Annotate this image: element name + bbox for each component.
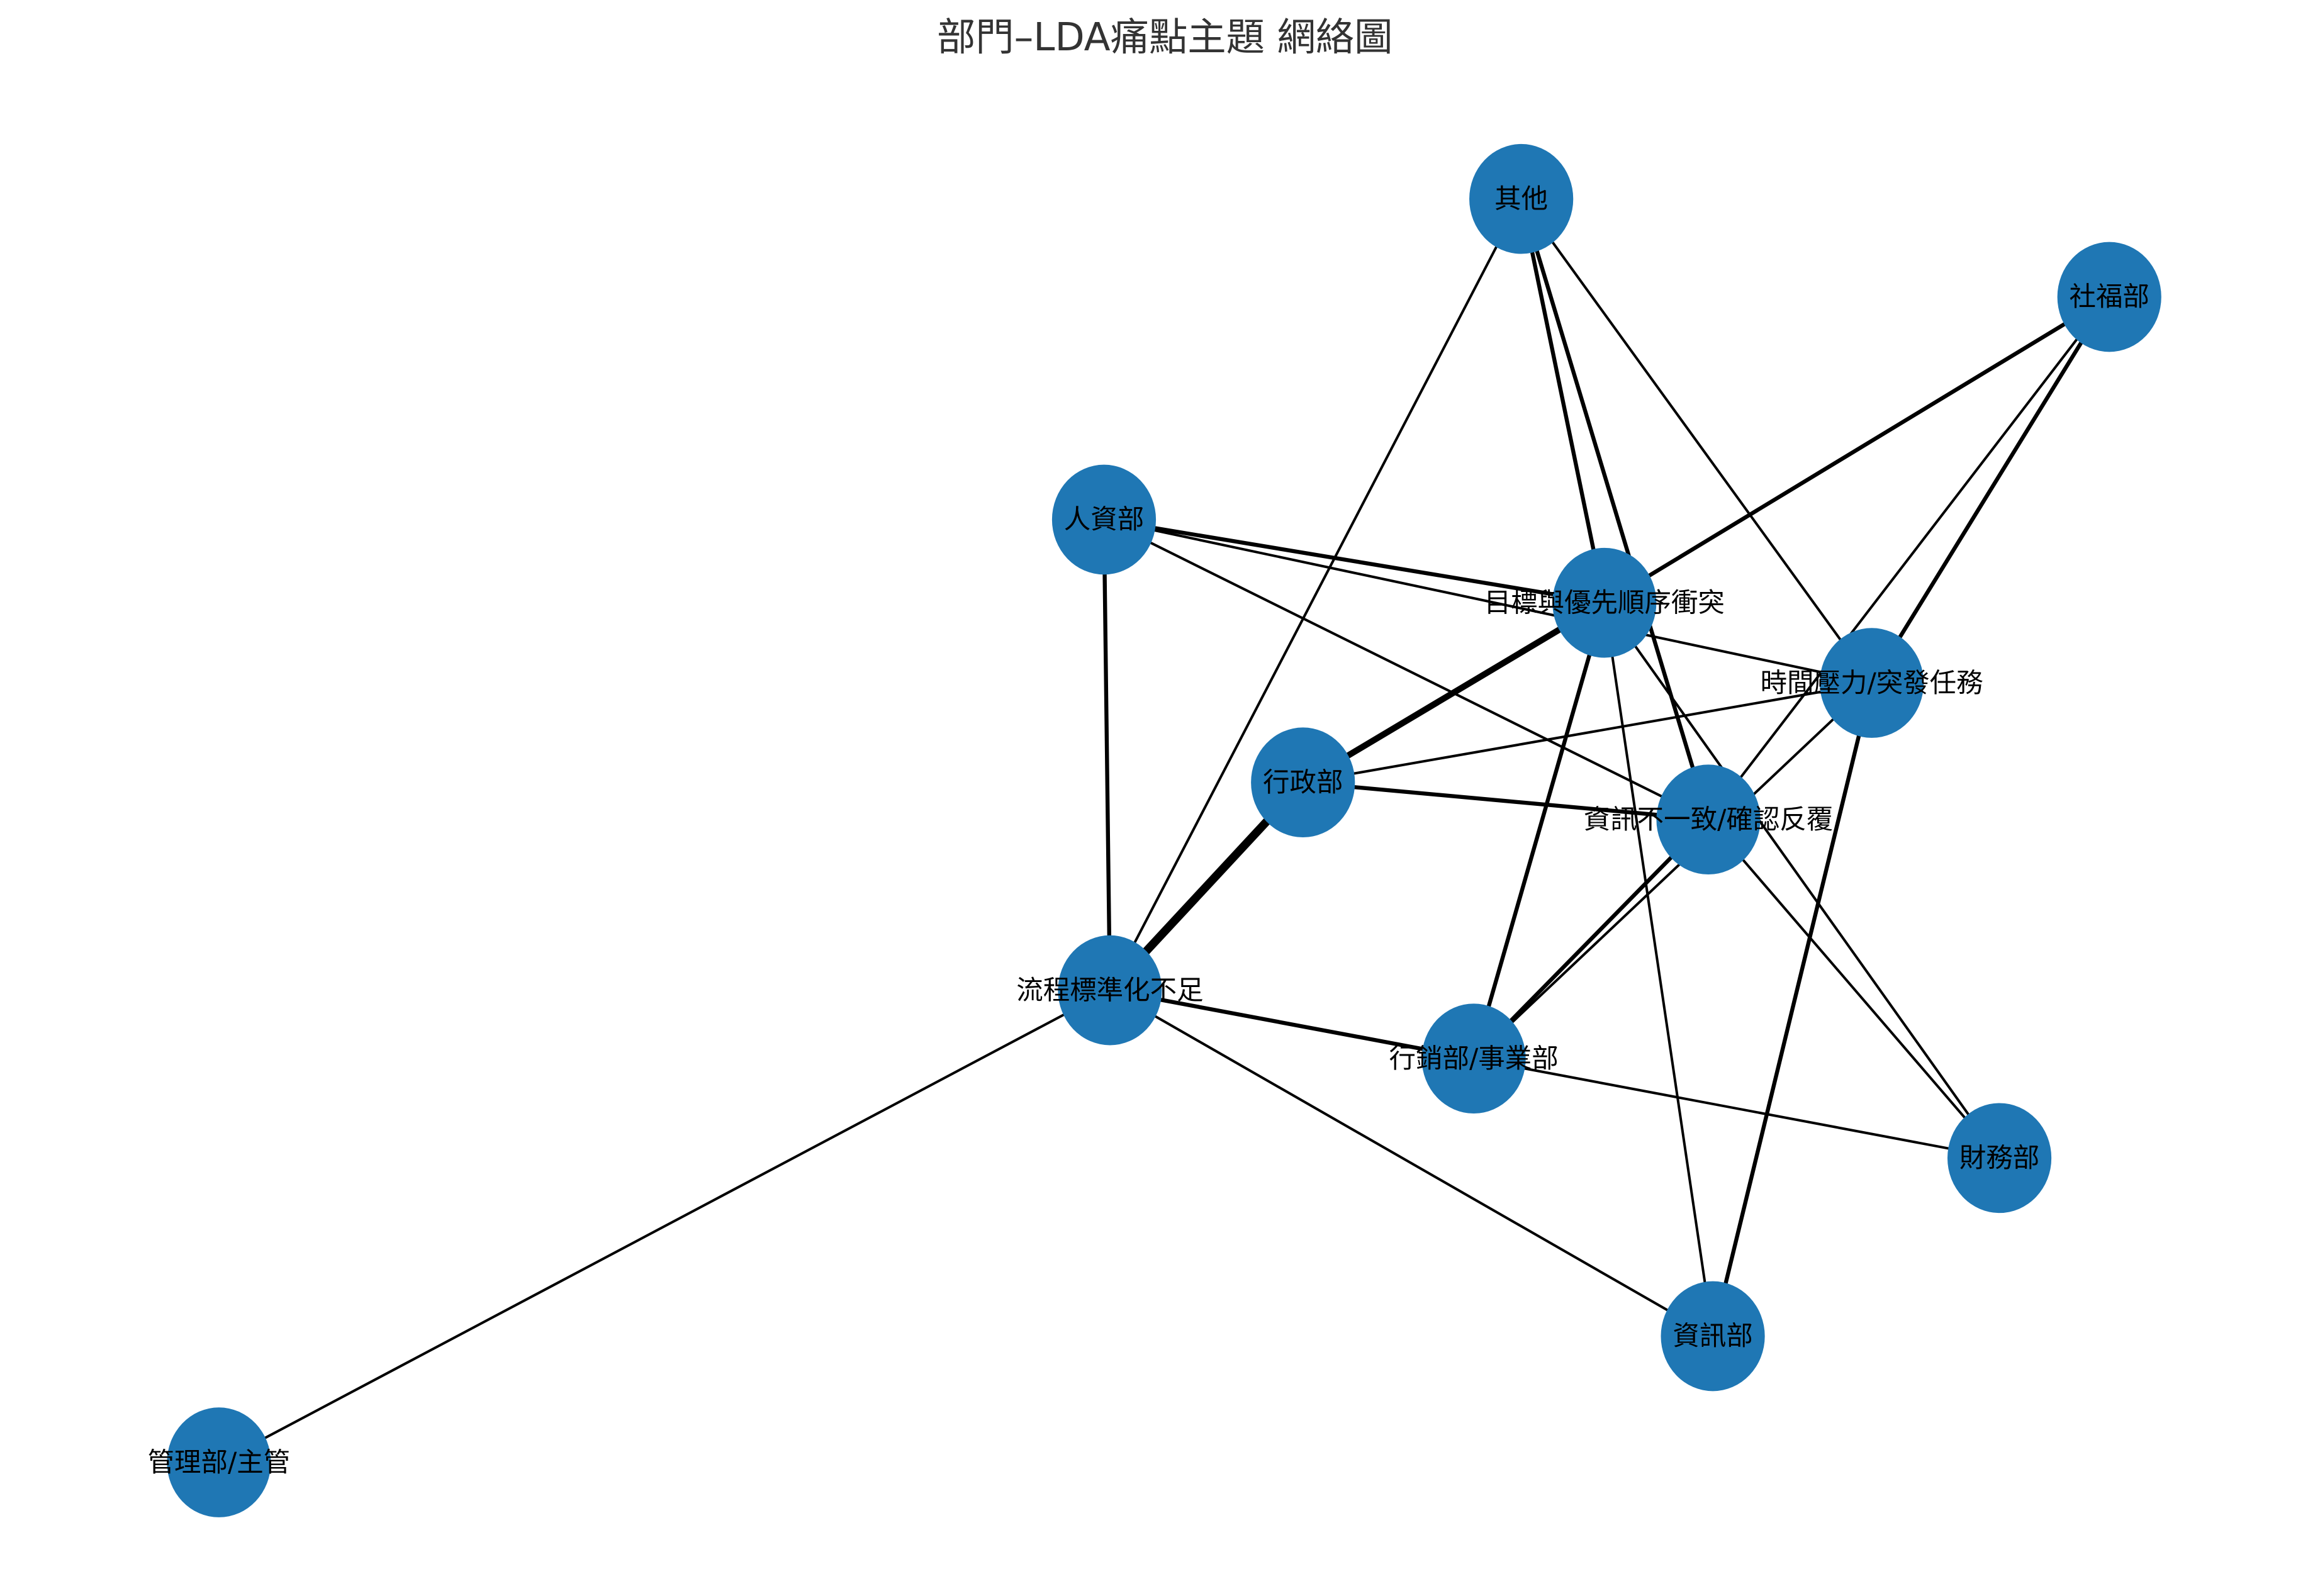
edge bbox=[1301, 600, 1606, 785]
node-circle bbox=[1552, 547, 1657, 658]
edge bbox=[1707, 296, 2110, 820]
edge bbox=[1520, 198, 1873, 684]
graph-node: 資訊部 bbox=[1661, 1281, 1765, 1392]
edge bbox=[1869, 296, 2111, 684]
edge bbox=[1519, 198, 1711, 820]
node-label: 財務部 bbox=[1959, 1143, 2039, 1174]
graph-node: 流程標準化不足 bbox=[1016, 935, 1204, 1046]
graph-node: 時間壓力/突發任務 bbox=[1761, 628, 1983, 738]
edge bbox=[1603, 601, 2001, 1159]
edge bbox=[1707, 818, 2001, 1159]
edge bbox=[1603, 295, 2110, 605]
graph-node: 行銷部/事業部 bbox=[1389, 1003, 1559, 1113]
graph-node: 管理部/主管 bbox=[148, 1407, 291, 1517]
nodes-layer: 其他社福部人資部目標與優先順序衝突時間壓力/突發任務行政部資訊不一致/確認反覆流… bbox=[148, 143, 2161, 1517]
graph-node: 財務部 bbox=[1947, 1103, 2052, 1214]
node-label: 人資部 bbox=[1064, 505, 1144, 535]
node-label: 目標與優先順序衝突 bbox=[1484, 588, 1725, 618]
edge bbox=[1303, 681, 1872, 784]
node-label: 資訊部 bbox=[1673, 1321, 1752, 1352]
edge bbox=[1103, 517, 1605, 605]
node-label: 其他 bbox=[1494, 184, 1548, 215]
node-label: 時間壓力/突發任務 bbox=[1761, 668, 1983, 699]
edge bbox=[1519, 198, 1606, 603]
graph-node: 社福部 bbox=[2057, 242, 2161, 352]
edge bbox=[1103, 518, 1709, 821]
node-circle bbox=[1820, 628, 1924, 738]
edge bbox=[1603, 602, 1715, 1337]
graph-node: 行政部 bbox=[1251, 727, 1355, 838]
edge bbox=[1472, 818, 1710, 1060]
edge bbox=[1104, 518, 1873, 684]
edge bbox=[1472, 602, 1606, 1059]
node-circle bbox=[1947, 1103, 2052, 1214]
node-circle bbox=[167, 1407, 271, 1517]
node-circle bbox=[1469, 143, 1574, 254]
graph-node: 人資部 bbox=[1051, 464, 1157, 575]
node-circle bbox=[1251, 727, 1355, 838]
node-circle bbox=[1051, 464, 1157, 575]
node-circle bbox=[1661, 1281, 1765, 1392]
edge bbox=[1109, 989, 2000, 1159]
node-label: 社福部 bbox=[2069, 282, 2149, 313]
node-label: 行銷部/事業部 bbox=[1389, 1044, 1559, 1074]
edge bbox=[1710, 682, 1874, 1337]
edge bbox=[1472, 682, 1873, 1060]
node-circle bbox=[1656, 764, 1761, 875]
edges-layer bbox=[218, 198, 2111, 1464]
graph-node: 其他 bbox=[1469, 143, 1574, 254]
graph-title: 部門–LDA痛點主題 網絡圖 bbox=[937, 15, 1393, 60]
node-label: 資訊不一致/確認反覆 bbox=[1584, 805, 1834, 835]
edge bbox=[1102, 519, 1112, 991]
node-circle bbox=[1421, 1003, 1526, 1113]
graph-node: 資訊不一致/確認反覆 bbox=[1584, 764, 1834, 875]
node-label: 流程標準化不足 bbox=[1016, 975, 1203, 1006]
node-circle bbox=[1058, 935, 1162, 1046]
node-label: 行政部 bbox=[1263, 767, 1343, 798]
edge bbox=[1109, 989, 1714, 1337]
graph-node: 目標與優先順序衝突 bbox=[1484, 547, 1725, 658]
edge bbox=[1303, 780, 1709, 822]
node-circle bbox=[2057, 242, 2161, 352]
edge bbox=[1109, 198, 1523, 991]
node-label: 管理部/主管 bbox=[148, 1448, 291, 1478]
edge bbox=[218, 989, 1111, 1464]
